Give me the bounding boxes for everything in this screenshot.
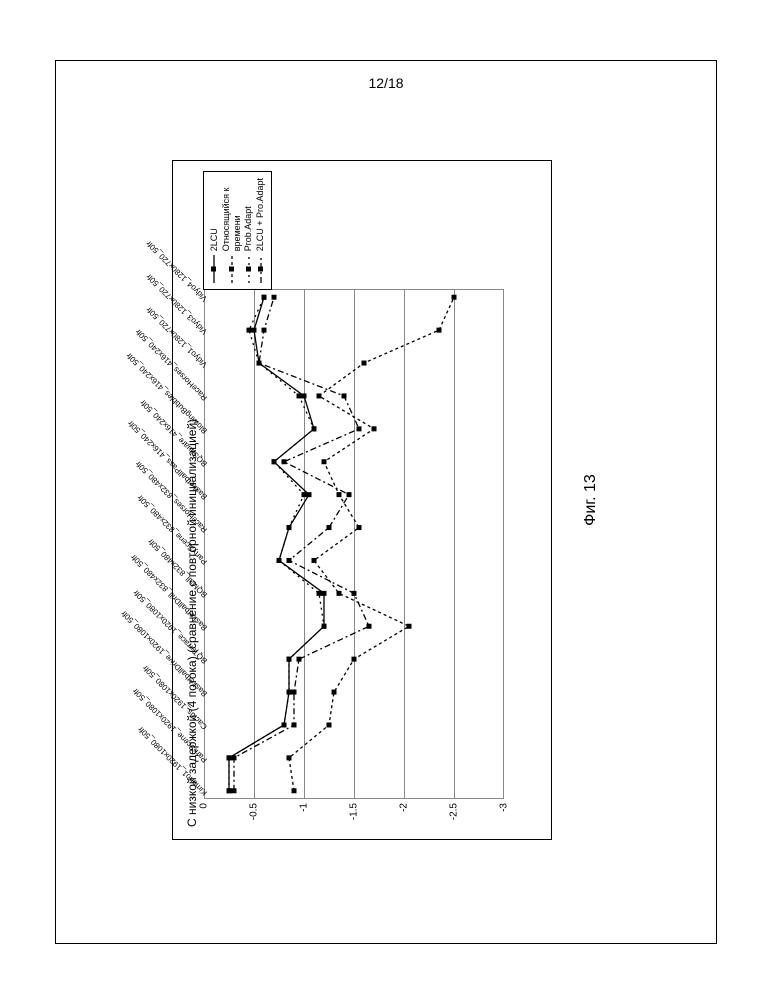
data-marker [312, 557, 317, 562]
data-marker [257, 360, 262, 365]
legend-item: Относящийся к времени [221, 178, 243, 283]
legend-item: 2LCU [209, 178, 220, 283]
y-tick-label: -1 [299, 803, 310, 812]
data-marker [287, 525, 292, 530]
data-marker [277, 557, 282, 562]
legend-label: 2LCU [209, 228, 220, 251]
data-marker [232, 755, 237, 760]
data-marker [367, 623, 372, 628]
data-marker [317, 393, 322, 398]
data-marker [352, 656, 357, 661]
data-marker [292, 722, 297, 727]
legend-label: 2LCU + Pro.Adapt [255, 178, 266, 251]
data-marker [347, 492, 352, 497]
data-marker [272, 294, 277, 299]
data-marker [282, 459, 287, 464]
data-marker [337, 492, 342, 497]
chart-lines [204, 289, 504, 799]
plot-wrapper: 0-0.5-1-1.5-2-2.5-3 Kimono1_1920x1080_50… [204, 289, 504, 799]
legend-marker-icon [244, 255, 254, 283]
data-marker [322, 623, 327, 628]
data-marker [322, 459, 327, 464]
data-marker [287, 557, 292, 562]
legend-item: 2LCU + Pro.Adapt [255, 178, 266, 283]
data-marker [287, 689, 292, 694]
figure-container: С низкой задержкой (4 потока) (сравнение… [172, 160, 600, 840]
data-marker [357, 426, 362, 431]
figure-caption: Фиг. 13 [582, 160, 600, 840]
y-tick-label: -3 [499, 803, 510, 812]
chart-title: С низкой задержкой (4 потока) (сравнение… [185, 173, 199, 827]
data-marker [327, 525, 332, 530]
data-marker [292, 788, 297, 793]
data-marker [272, 459, 277, 464]
data-marker [342, 393, 347, 398]
legend-item: Prob.Adapt [243, 178, 254, 283]
page-number: 12/18 [368, 75, 403, 91]
data-marker [352, 590, 357, 595]
y-tick-label: -2.5 [449, 803, 460, 820]
data-marker [317, 590, 322, 595]
data-marker [302, 492, 307, 497]
series-line [289, 297, 454, 791]
data-marker [452, 294, 457, 299]
data-marker [327, 722, 332, 727]
data-marker [282, 722, 287, 727]
data-marker [287, 755, 292, 760]
legend-marker-icon [256, 255, 266, 283]
y-tick-label: -0.5 [249, 803, 260, 820]
data-marker [232, 788, 237, 793]
data-marker [297, 656, 302, 661]
data-marker [437, 327, 442, 332]
data-marker [322, 590, 327, 595]
data-marker [252, 327, 257, 332]
data-marker [262, 327, 267, 332]
data-marker [362, 360, 367, 365]
data-marker [297, 393, 302, 398]
chart-frame: С низкой задержкой (4 потока) (сравнение… [172, 160, 552, 840]
data-marker [302, 393, 307, 398]
data-marker [372, 426, 377, 431]
y-tick-label: -2 [399, 803, 410, 812]
y-tick-label: 0 [199, 803, 210, 809]
data-marker [332, 689, 337, 694]
data-marker [407, 623, 412, 628]
data-marker [312, 426, 317, 431]
series-line [234, 297, 369, 791]
data-marker [292, 689, 297, 694]
data-marker [227, 755, 232, 760]
data-marker [262, 294, 267, 299]
data-marker [357, 525, 362, 530]
legend-marker-icon [209, 255, 219, 283]
legend: 2LCUОтносящийся к времениProb.Adapt2LCU … [203, 171, 272, 290]
y-tick-label: -1.5 [349, 803, 360, 820]
legend-marker-icon [227, 255, 237, 283]
data-marker [287, 656, 292, 661]
legend-label: Относящийся к времени [221, 187, 243, 251]
data-marker [247, 327, 252, 332]
data-marker [337, 590, 342, 595]
data-marker [227, 788, 232, 793]
legend-label: Prob.Adapt [243, 206, 254, 251]
data-marker [307, 492, 312, 497]
